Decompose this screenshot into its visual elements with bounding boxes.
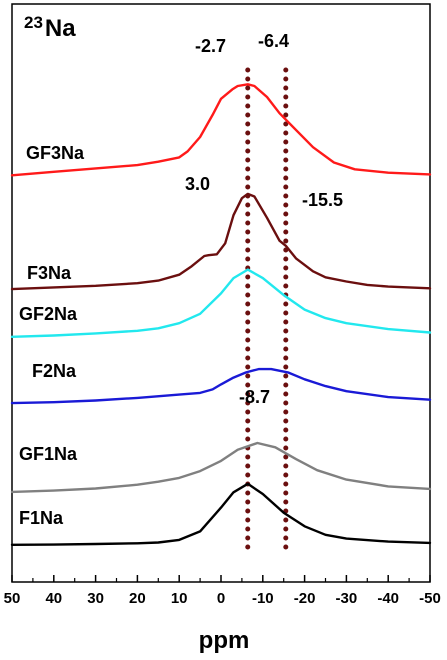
series-line-gf2na xyxy=(10,268,432,338)
x-tick-label-50: 50 xyxy=(4,590,21,607)
series-label-gf2na: GF2Na xyxy=(19,304,78,324)
series-line-f2na xyxy=(10,367,432,405)
series-label-f2na: F2Na xyxy=(32,361,77,381)
x-tick-label-40: 40 xyxy=(45,590,62,607)
series-group xyxy=(10,83,432,546)
series-line-gf3na xyxy=(10,83,432,177)
x-axis-ticks: 50 40 30 20 10 0 -10 -20 -30 -40 -50 xyxy=(4,575,441,607)
series-line-f3na xyxy=(10,192,432,291)
nucleus-label: 23Na xyxy=(24,13,76,42)
series-label-gf3na: GF3Na xyxy=(26,143,85,163)
peak-label-minus-15-5: -15.5 xyxy=(302,190,343,210)
x-tick-label-10: 10 xyxy=(171,590,188,607)
x-tick-label-10: -10 xyxy=(252,590,274,607)
peak-label-minus-6-4: -6.4 xyxy=(258,31,289,51)
peak-label-minus-8-7: -8.7 xyxy=(239,387,270,407)
series-label-f3na: F3Na xyxy=(27,263,72,283)
x-tick-label-30: -30 xyxy=(336,590,358,607)
nucleus-symbol: Na xyxy=(45,15,76,42)
series-line-f1na xyxy=(10,482,432,546)
reference-lines xyxy=(245,67,289,551)
x-tick-label-40: -40 xyxy=(377,590,399,607)
x-tick-label-20: -20 xyxy=(294,590,316,607)
x-axis-title: ppm xyxy=(199,627,250,654)
x-tick-label-50: -50 xyxy=(419,590,441,607)
nucleus-mass-number: 23 xyxy=(24,13,43,32)
peak-label-minus-2-7: -2.7 xyxy=(195,36,226,56)
series-line-gf1na xyxy=(10,441,432,494)
series-label-f1na: F1Na xyxy=(19,508,64,528)
x-tick-label-30: 30 xyxy=(87,590,104,607)
x-tick-label-20: 20 xyxy=(129,590,146,607)
peak-label-3-0: 3.0 xyxy=(185,174,210,194)
series-label-gf1na: GF1Na xyxy=(19,444,78,464)
x-tick-label-0: 0 xyxy=(217,590,225,607)
